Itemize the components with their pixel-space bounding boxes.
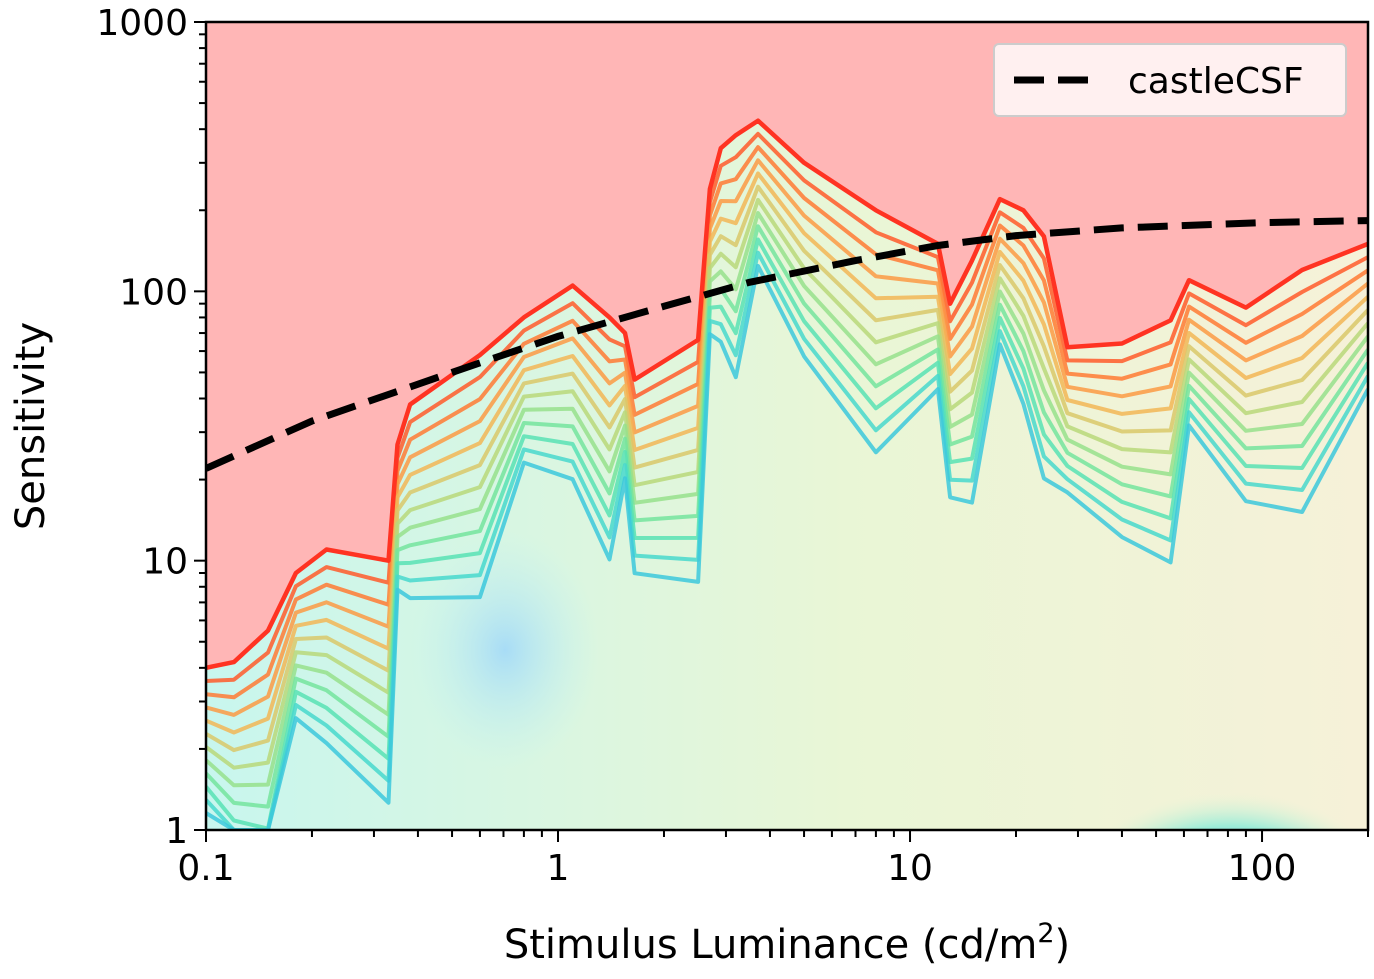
x-axis: 0.1 1 10 100 (177, 830, 1369, 889)
legend-label-castlecsf: castleCSF (1128, 61, 1304, 102)
legend: castleCSF (993, 43, 1347, 117)
x-axis-label: Stimulus Luminance (cd/m2) (504, 918, 1070, 968)
outer-contour-line (206, 118, 1368, 671)
legend-box (993, 43, 1347, 117)
y-axis-label: Sensitivity (8, 322, 54, 530)
x-tick-label: 0.1 (177, 848, 234, 889)
axes-frame (204, 20, 1370, 832)
x-tick-label: 1 (547, 848, 570, 889)
x-tick-label: 10 (887, 848, 933, 889)
y-tick-label: 10 (142, 542, 188, 583)
contour-region (206, 118, 1368, 830)
y-tick-label: 1 (165, 811, 188, 852)
x-tick-label: 100 (1228, 848, 1297, 889)
y-tick-label: 1000 (96, 3, 188, 44)
contour-line (206, 263, 1368, 830)
contour-lines (206, 131, 1368, 830)
low-sensitivity-spot (410, 530, 600, 770)
y-axis: 1 10 100 1000 (96, 3, 206, 852)
low-sensitivity-spot (1090, 735, 1368, 830)
castlecsf-line (206, 217, 1368, 472)
y-tick-label: 100 (119, 272, 188, 313)
